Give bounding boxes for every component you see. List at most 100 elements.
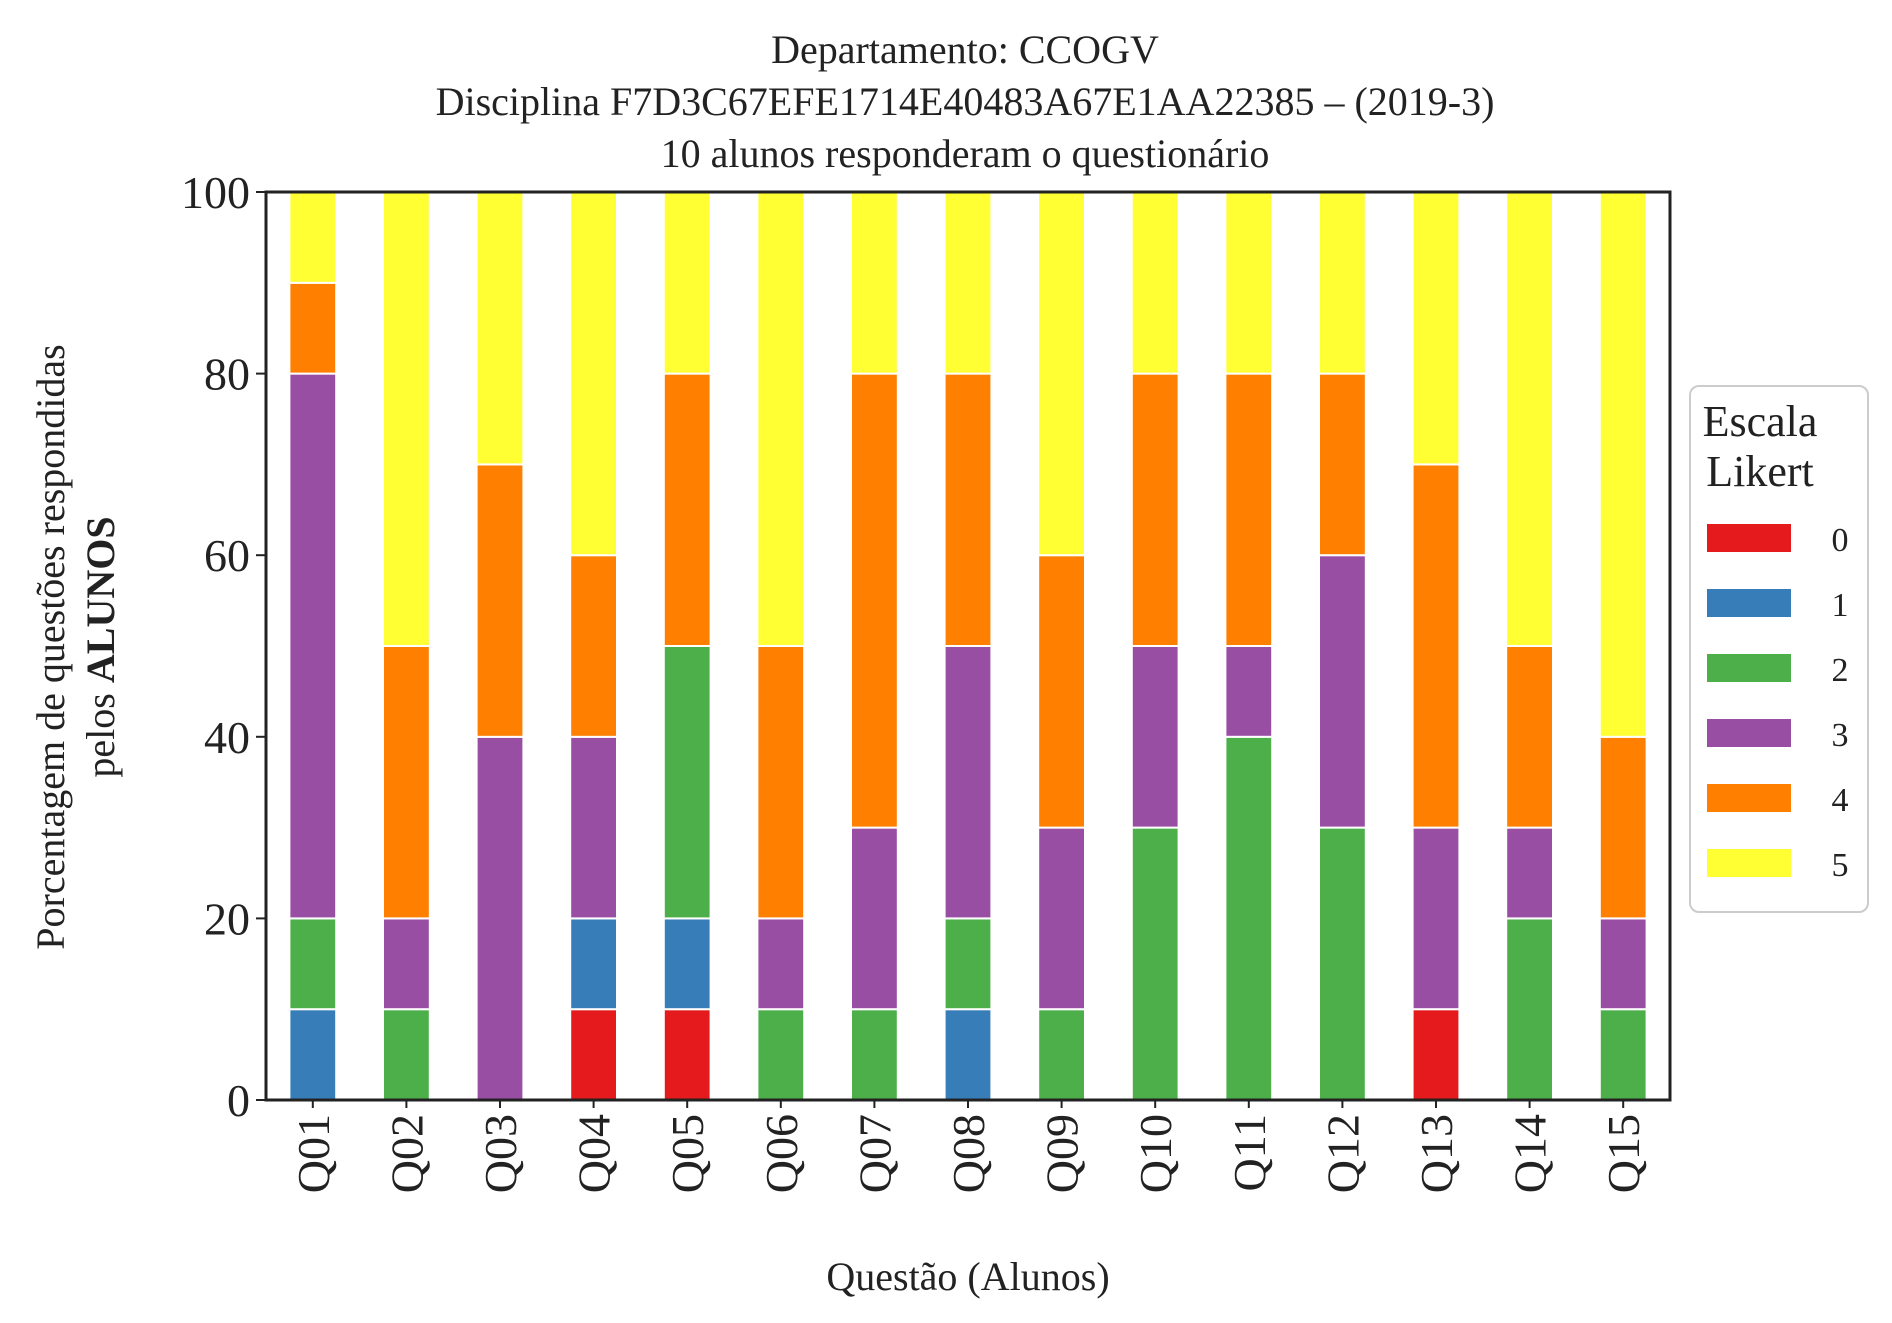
x-axis: Q01 Q02 Q03 Q04 Q05 Q06 Q07 Q08 Q09 Q10 Q11 Q12 Q13 Q… — [288, 1100, 1649, 1193]
legend-label-4: 4 — [1832, 782, 1849, 819]
bar-Q13-scale-3 — [1411, 826, 1461, 1011]
legend-box — [1689, 385, 1869, 913]
bar-Q05-scale-5 — [662, 191, 712, 375]
bar-Q13-scale-4 — [1411, 463, 1461, 829]
bar-Q11-scale-2 — [1224, 735, 1274, 1101]
bar-Q11-scale-4 — [1224, 372, 1274, 647]
y-tick-label: 0 — [227, 1075, 250, 1126]
bar-Q08-scale-1 — [943, 1008, 993, 1102]
y-tick-label: 80 — [204, 349, 250, 400]
bar-Q05-scale-1 — [662, 917, 712, 1011]
bar-Q08-scale-3 — [943, 645, 993, 920]
x-tick-label: Q11 — [1224, 1114, 1275, 1192]
x-tick-label: Q02 — [381, 1114, 432, 1193]
x-tick-label: Q04 — [569, 1114, 620, 1193]
bars-layer — [288, 191, 1648, 1102]
bar-Q10-scale-3 — [1130, 645, 1180, 829]
bar-Q07-scale-4 — [850, 372, 899, 829]
y-axis-title-prefix: pelos — [78, 683, 123, 777]
x-tick-label: Q08 — [943, 1114, 994, 1193]
x-tick-label: Q13 — [1411, 1114, 1462, 1193]
bar-Q14-scale-3 — [1505, 826, 1554, 920]
x-tick-label: Q03 — [475, 1114, 526, 1193]
bar-Q01-scale-3 — [288, 372, 338, 920]
y-axis-title-bold: ALUNOS — [78, 516, 123, 683]
bar-Q09-scale-5 — [1037, 191, 1086, 557]
bar-Q04-scale-5 — [569, 191, 619, 557]
y-axis-title-line-1: Porcentagem de questões respondidas — [28, 344, 73, 949]
bar-Q06-scale-5 — [756, 191, 806, 647]
bar-Q03-scale-3 — [475, 735, 525, 1101]
x-tick-label: Q10 — [1130, 1114, 1181, 1193]
bar-Q01-scale-2 — [288, 917, 338, 1011]
y-axis-title-line-2-group: pelos ALUNOS — [78, 516, 123, 777]
legend-swatch-0 — [1707, 524, 1791, 552]
bar-Q14-scale-2 — [1505, 917, 1554, 1102]
bar-Q03-scale-4 — [475, 463, 525, 738]
bar-Q07-scale-3 — [850, 826, 899, 1011]
bar-Q12-scale-5 — [1318, 191, 1367, 375]
legend-title-line-1: Escala — [1703, 397, 1818, 446]
bar-Q11-scale-3 — [1224, 645, 1274, 738]
bar-Q01-scale-1 — [288, 1008, 338, 1102]
bar-Q02-scale-2 — [382, 1008, 431, 1102]
chart-title-line-3: 10 alunos responderam o questionário — [661, 131, 1270, 176]
bar-Q01-scale-4 — [288, 281, 338, 375]
bar-Q12-scale-3 — [1318, 554, 1367, 829]
x-axis-title: Questão (Alunos) — [826, 1254, 1109, 1299]
y-tick-label: 40 — [204, 712, 250, 763]
legend-title-line-2: Likert — [1706, 447, 1814, 496]
legend-swatch-1 — [1707, 589, 1791, 617]
legend-swatch-3 — [1707, 719, 1791, 747]
bar-Q13-scale-0 — [1411, 1008, 1461, 1102]
y-axis: 0 20 40 60 80 100 — [181, 167, 266, 1126]
legend-label-1: 1 — [1832, 587, 1849, 624]
bar-Q15-scale-3 — [1598, 917, 1648, 1011]
y-axis-title-line-2: pelos ALUNOS — [78, 516, 123, 777]
bar-Q02-scale-4 — [382, 645, 431, 920]
bar-Q09-scale-3 — [1037, 826, 1086, 1011]
bar-Q06-scale-3 — [756, 917, 806, 1011]
bar-Q10-scale-4 — [1130, 372, 1180, 647]
bar-Q08-scale-5 — [943, 191, 993, 375]
x-tick-label: Q14 — [1505, 1114, 1556, 1193]
bar-Q14-scale-4 — [1505, 645, 1554, 829]
y-tick-label: 60 — [204, 530, 250, 581]
bar-Q02-scale-5 — [382, 191, 431, 647]
bar-Q06-scale-2 — [756, 1008, 806, 1102]
legend-items: 0 1 2 3 4 5 — [1707, 522, 1849, 884]
x-tick-label: Q05 — [662, 1114, 713, 1193]
bar-Q04-scale-3 — [569, 735, 619, 920]
bar-Q01-scale-5 — [288, 191, 338, 284]
bar-Q04-scale-4 — [569, 554, 619, 738]
bar-Q09-scale-2 — [1037, 1008, 1086, 1102]
x-tick-label: Q12 — [1317, 1114, 1368, 1193]
chart-title-line-2: Disciplina F7D3C67EFE1714E40483A67E1AA22… — [436, 79, 1495, 124]
bar-Q07-scale-5 — [850, 191, 899, 375]
bar-Q09-scale-4 — [1037, 554, 1086, 829]
legend: Escala Likert 0 1 2 3 4 5 — [1689, 385, 1869, 913]
bar-Q10-scale-5 — [1130, 191, 1180, 375]
legend-swatch-2 — [1707, 654, 1791, 682]
legend-label-0: 0 — [1832, 522, 1849, 559]
y-tick-label: 100 — [181, 167, 250, 218]
bar-Q05-scale-0 — [662, 1008, 712, 1102]
bar-Q04-scale-0 — [569, 1008, 619, 1102]
chart-title-line-1: Departamento: CCOGV — [771, 27, 1159, 72]
legend-swatch-5 — [1707, 849, 1791, 877]
bar-Q15-scale-2 — [1598, 1008, 1648, 1102]
bar-Q14-scale-5 — [1505, 191, 1554, 647]
bar-Q02-scale-3 — [382, 917, 431, 1011]
bar-Q10-scale-2 — [1130, 826, 1180, 1101]
y-tick-label: 20 — [204, 893, 250, 944]
x-tick-label: Q09 — [1037, 1114, 1088, 1193]
legend-label-5: 5 — [1832, 847, 1849, 884]
bar-Q13-scale-5 — [1411, 191, 1461, 466]
chart-title: Departamento: CCOGV Disciplina F7D3C67EF… — [436, 27, 1495, 176]
bar-Q04-scale-1 — [569, 917, 619, 1011]
bar-Q08-scale-2 — [943, 917, 993, 1011]
bar-Q03-scale-5 — [475, 191, 525, 466]
plot-frame — [264, 190, 1672, 1102]
legend-label-2: 2 — [1832, 652, 1849, 689]
x-tick-label: Q15 — [1598, 1114, 1649, 1193]
